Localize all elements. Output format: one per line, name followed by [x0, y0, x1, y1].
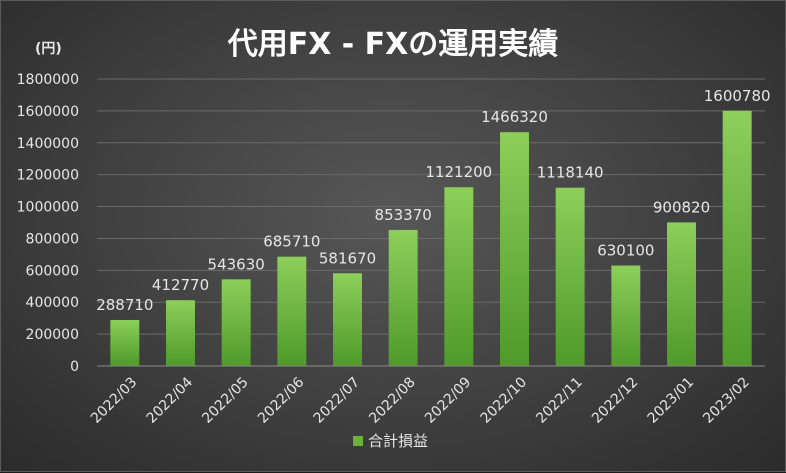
legend-swatch [353, 436, 363, 446]
y-tick-label: 800000 [26, 231, 79, 247]
y-tick-label: 1800000 [17, 72, 79, 88]
x-tick-label: 2022/10 [478, 374, 530, 426]
bar-2022-09 [444, 187, 474, 366]
y-tick-label: 1400000 [17, 136, 79, 152]
data-label: 900820 [653, 198, 710, 216]
x-axis-ticks: 2022/03 2022/04 2022/05 2022/06 2022/07 2022/… [88, 374, 753, 427]
bars [110, 110, 752, 366]
bar-2023-02 [722, 110, 752, 366]
x-tick-label: 2022/05 [199, 374, 251, 426]
bar-2022-08 [388, 229, 418, 366]
y-tick-label: 200000 [26, 327, 79, 343]
legend-label: 合計損益 [368, 432, 428, 450]
y-tick-label: 600000 [26, 263, 79, 279]
x-tick-label: 2022/11 [533, 374, 585, 426]
x-tick-label: 2023/01 [645, 374, 697, 426]
data-label: 543630 [208, 255, 265, 273]
bar-2023-01 [667, 222, 696, 366]
bar-2022-11 [555, 187, 585, 366]
y-tick-label: 0 [70, 359, 79, 375]
data-label: 1118140 [537, 164, 604, 182]
data-label: 1121200 [425, 163, 492, 181]
gridlines [97, 78, 765, 335]
x-tick-label: 2022/04 [144, 374, 197, 427]
data-label: 1466320 [481, 108, 548, 126]
bar-2022-12 [611, 265, 641, 366]
x-tick-label: 2022/09 [422, 374, 474, 426]
bar-2022-07 [333, 273, 362, 366]
data-label: 1600780 [704, 87, 771, 105]
x-tick-label: 2022/06 [255, 374, 308, 427]
chart-title: 代用FX - FXの運用実績 [227, 27, 559, 62]
y-tick-label: 400000 [26, 295, 79, 311]
y-tick-label: 1000000 [17, 200, 79, 216]
y-axis-unit-label: (円) [35, 41, 62, 57]
data-label: 288710 [96, 296, 153, 314]
y-axis-ticks: 0 200000 400000 600000 800000 1000000 1200000 1… [17, 72, 79, 375]
x-tick-label: 2023/02 [700, 374, 752, 426]
bar-2022-06 [277, 256, 307, 366]
bar-2022-10 [500, 132, 529, 366]
y-tick-label: 1200000 [17, 168, 79, 184]
bar-2022-05 [221, 279, 251, 366]
x-tick-label: 2022/12 [589, 374, 641, 426]
x-tick-label: 2022/03 [88, 374, 140, 426]
y-tick-label: 1600000 [17, 104, 79, 120]
x-tick-label: 2022/08 [366, 374, 418, 426]
legend: 合計損益 [353, 432, 428, 450]
data-label: 630100 [597, 242, 654, 260]
data-label: 685710 [263, 233, 320, 251]
data-label: 412770 [152, 276, 209, 294]
data-label: 581670 [319, 249, 376, 267]
data-label: 853370 [375, 206, 432, 224]
bar-2022-04 [166, 300, 195, 366]
x-tick-label: 2022/07 [311, 374, 363, 426]
bar-2022-03 [110, 319, 140, 366]
